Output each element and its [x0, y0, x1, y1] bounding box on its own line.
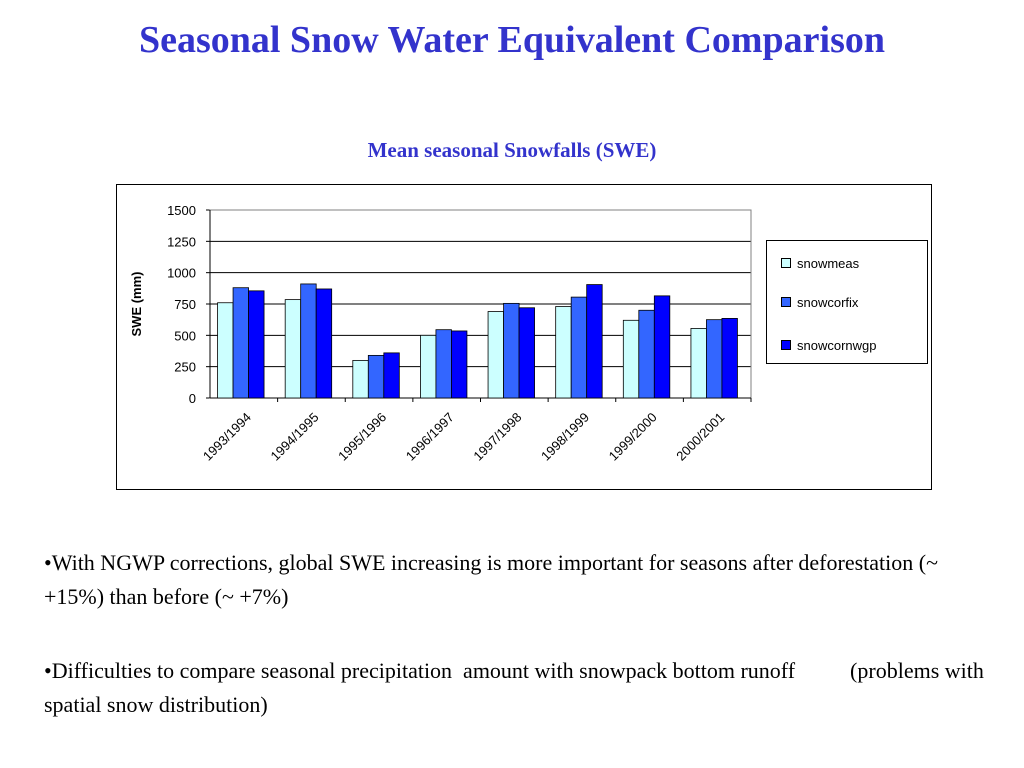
bar-snowcornwgp [315, 288, 333, 399]
bar-snowcorfix [503, 302, 520, 399]
bar-snowcorfix [570, 296, 588, 399]
x-tick-label: 2000/2001 [673, 410, 727, 464]
bar-snowmeas [690, 328, 707, 399]
y-tick-label: 250 [174, 360, 196, 375]
bar-snowmeas [622, 319, 640, 399]
slide-title: Seasonal Snow Water Equivalent Compariso… [138, 19, 886, 61]
bullet-list: •With NGWP corrections, global SWE incre… [44, 546, 984, 762]
legend-item-snowmeas: snowmeas [781, 255, 859, 271]
bar-snowmeas [420, 334, 437, 399]
y-tick-label: 500 [174, 328, 196, 343]
legend-swatch-snowmeas [781, 258, 791, 268]
bar-snowcorfix [706, 319, 723, 399]
bullet-item: •Difficulties to compare seasonal precip… [44, 658, 990, 717]
bar-snowmeas [217, 302, 234, 399]
y-tick-label: 1250 [167, 234, 196, 249]
legend-swatch-snowcorfix [781, 297, 791, 307]
y-tick-label: 750 [174, 297, 196, 312]
bullet-item: •With NGWP corrections, global SWE incre… [44, 550, 944, 609]
legend-label-snowcornwgp: snowcornwgp [797, 337, 877, 353]
y-tick-label: 1000 [167, 266, 196, 281]
bar-snowmeas [284, 299, 302, 399]
legend-item-snowcornwgp: snowcornwgp [781, 337, 877, 353]
y-tick-label: 1500 [167, 203, 196, 218]
bar-snowcornwgp [653, 295, 671, 399]
bar-snowcorfix [638, 309, 655, 399]
chart-legend: snowmeas snowcorfix snowcornwgp [766, 240, 928, 364]
x-tick-label: 1998/1999 [538, 410, 592, 464]
bar-snowcornwgp [518, 307, 535, 399]
x-tick-label: 1993/1994 [200, 410, 254, 464]
bar-snowcorfix [232, 287, 249, 399]
bar-snowmeas [352, 359, 369, 399]
y-axis-label: SWE (mm) [129, 272, 144, 337]
x-tick-label: 1996/1997 [403, 410, 457, 464]
x-tick-label: 1999/2000 [606, 410, 660, 464]
legend-label-snowcorfix: snowcorfix [797, 294, 859, 310]
x-tick-label: 1995/1996 [335, 410, 389, 464]
legend-swatch-snowcornwgp [781, 340, 791, 350]
bar-snowcornwgp [586, 284, 603, 399]
legend-label-snowmeas: snowmeas [797, 255, 860, 271]
bar-snowcorfix [367, 354, 385, 399]
x-tick-label: 1997/1998 [470, 410, 524, 464]
bar-snowcornwgp [248, 290, 265, 399]
bar-snowcorfix [435, 329, 452, 399]
y-tick-label: 0 [189, 391, 196, 406]
bar-snowcornwgp [451, 330, 468, 399]
bar-snowcornwgp [383, 352, 400, 399]
bar-snowmeas [487, 311, 504, 399]
legend-item-snowcorfix: snowcorfix [781, 294, 858, 310]
x-tick-label: 1994/1995 [267, 410, 321, 464]
bar-snowmeas [555, 306, 572, 399]
bar-snowcornwgp [721, 318, 738, 399]
chart-title: Mean seasonal Snowfalls (SWE) [367, 138, 657, 162]
bar-snowcorfix [300, 283, 317, 399]
